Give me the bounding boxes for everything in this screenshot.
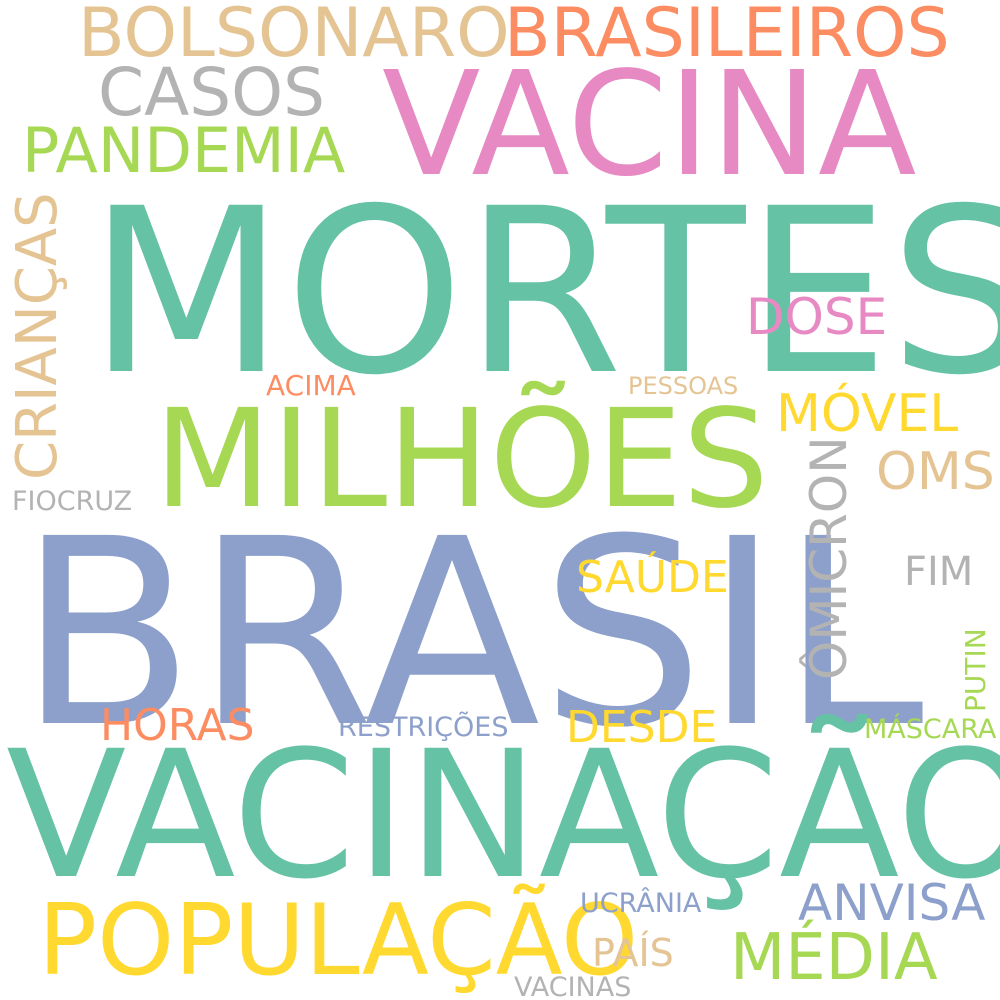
word-fiocruz: FIOCRUZ xyxy=(12,486,133,517)
word-omicron: ÔMICRON xyxy=(800,436,858,680)
word-vacina: VACINA xyxy=(382,40,917,208)
word-vacinacao: VACINAÇÃO xyxy=(6,713,1000,918)
word-bolsonaro: BOLSONARO xyxy=(78,0,510,73)
word-pessoas: PESSOAS xyxy=(628,372,739,400)
word-criancas: CRIANÇAS xyxy=(5,192,70,480)
word-oms: OMS xyxy=(876,442,995,502)
word-brasileiros: BRASILEIROS xyxy=(504,0,950,73)
word-saude: SAÚDE xyxy=(576,552,729,603)
word-desde: DESDE xyxy=(566,702,718,753)
word-mortes: MORTES xyxy=(88,159,1000,425)
word-acima: ACIMA xyxy=(266,369,356,402)
word-fim: FIM xyxy=(904,549,974,595)
word-brasil: BRASIL xyxy=(18,484,924,784)
word-dose: DOSE xyxy=(746,288,888,346)
word-pais: PAÍS xyxy=(592,931,674,975)
word-media: MÉDIA xyxy=(730,921,938,995)
word-casos: CASOS xyxy=(98,54,325,131)
word-milhoes: MILHÕES xyxy=(154,381,769,539)
word-pandemia: PANDEMIA xyxy=(22,114,346,187)
word-ucrania: UCRÂNIA xyxy=(580,888,702,919)
word-vacinas: VACINAS xyxy=(514,972,632,1000)
word-mascara: MÁSCARA xyxy=(864,714,997,745)
word-putin: PUTIN xyxy=(959,628,992,712)
word-restricoes: RESTRIÇÕES xyxy=(338,712,509,743)
word-movel: MÓVEL xyxy=(776,384,959,444)
word-populacao: POPULAÇÃO xyxy=(38,884,639,998)
word-anvisa: ANVISA xyxy=(798,874,986,932)
word-horas: HORAS xyxy=(100,700,255,751)
